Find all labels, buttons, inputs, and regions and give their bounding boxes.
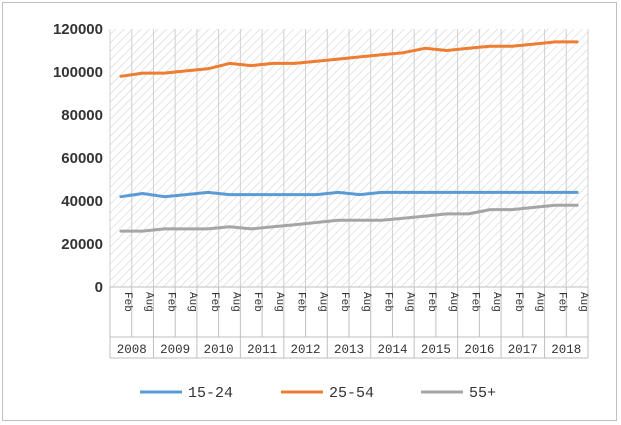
y-tick-label: 0 xyxy=(95,279,103,296)
x-tick-month-label: Feb xyxy=(555,292,567,312)
series-line-25-54 xyxy=(119,40,579,78)
x-tick-year-label: 2017 xyxy=(508,343,538,357)
legend-label: 55+ xyxy=(469,385,496,402)
x-tick-month-label: Aug xyxy=(186,292,198,312)
x-tick-month-label: Feb xyxy=(469,292,481,312)
series-line-55+ xyxy=(119,203,579,233)
x-tick-month-label: Feb xyxy=(164,292,176,312)
x-tick-month-label: Aug xyxy=(490,292,502,312)
x-tick-month-label: Feb xyxy=(382,292,394,312)
y-tick-label: 100000 xyxy=(53,64,103,81)
x-tick-month-label: Feb xyxy=(121,292,133,312)
x-tick-month-label: Aug xyxy=(403,292,415,312)
x-tick-month-label: Aug xyxy=(143,292,155,312)
x-tick-month-label: Feb xyxy=(512,292,524,312)
y-tick-label: 40000 xyxy=(61,193,103,210)
y-tick-label: 60000 xyxy=(61,150,103,167)
x-tick-year-label: 2008 xyxy=(117,343,147,357)
x-tick-month-label: Feb xyxy=(208,292,220,312)
x-tick-month-label: Aug xyxy=(577,292,589,312)
x-tick-year-label: 2010 xyxy=(204,343,234,357)
x-tick-month-label: Aug xyxy=(534,292,546,312)
legend-label: 15-24 xyxy=(188,385,233,402)
x-tick-month-label: Aug xyxy=(273,292,285,312)
x-tick-year-label: 2016 xyxy=(464,343,494,357)
x-tick-month-label: Aug xyxy=(316,292,328,312)
series-line-15-24 xyxy=(119,190,579,199)
x-tick-year-label: 2014 xyxy=(377,343,407,357)
x-tick-year-label: 2013 xyxy=(334,343,364,357)
x-tick-month-label: Feb xyxy=(251,292,263,312)
x-tick-year-label: 2018 xyxy=(551,343,581,357)
x-tick-month-label: Feb xyxy=(338,292,350,312)
legend-label: 25-54 xyxy=(329,385,374,402)
y-tick-label: 20000 xyxy=(61,236,103,253)
x-tick-month-label: Aug xyxy=(230,292,242,312)
x-tick-year-label: 2012 xyxy=(291,343,321,357)
x-tick-year-label: 2011 xyxy=(247,343,277,357)
x-tick-month-label: Feb xyxy=(295,292,307,312)
x-tick-month-label: Feb xyxy=(425,292,437,312)
x-tick-year-label: 2009 xyxy=(160,343,190,357)
x-tick-year-label: 2015 xyxy=(421,343,451,357)
y-tick-label: 80000 xyxy=(61,107,103,124)
y-tick-label: 120000 xyxy=(53,21,103,38)
x-tick-month-label: Aug xyxy=(447,292,459,312)
x-tick-month-label: Aug xyxy=(360,292,372,312)
